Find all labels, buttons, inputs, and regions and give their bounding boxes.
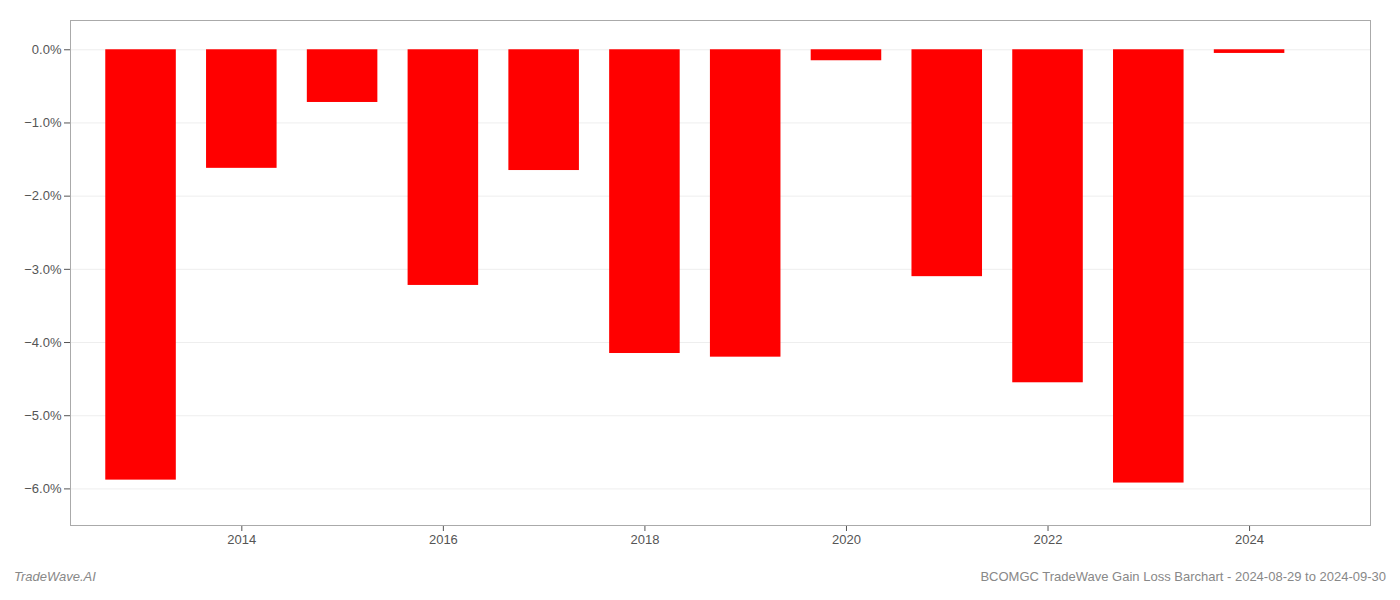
svg-text:−6.0%: −6.0% (24, 481, 62, 496)
svg-text:2024: 2024 (1235, 532, 1264, 547)
svg-text:0.0%: 0.0% (32, 42, 62, 57)
svg-text:−3.0%: −3.0% (24, 262, 62, 277)
html-text:TradeWave.AI: TradeWave.AI (14, 569, 96, 584)
svg-text:−2.0%: −2.0% (24, 188, 62, 203)
svg-text:−1.0%: −1.0% (24, 115, 62, 130)
svg-text:−5.0%: −5.0% (24, 408, 62, 423)
svg-text:2014: 2014 (227, 532, 256, 547)
svg-text:−4.0%: −4.0% (24, 335, 62, 350)
svg-text:2018: 2018 (630, 532, 659, 547)
svg-text:2020: 2020 (832, 532, 861, 547)
svg-text:2022: 2022 (1034, 532, 1063, 547)
svg-text:2016: 2016 (429, 532, 458, 547)
html-text:BCOMGC TradeWave Gain Loss Bar: BCOMGC TradeWave Gain Loss Barchart - 20… (980, 569, 1386, 584)
